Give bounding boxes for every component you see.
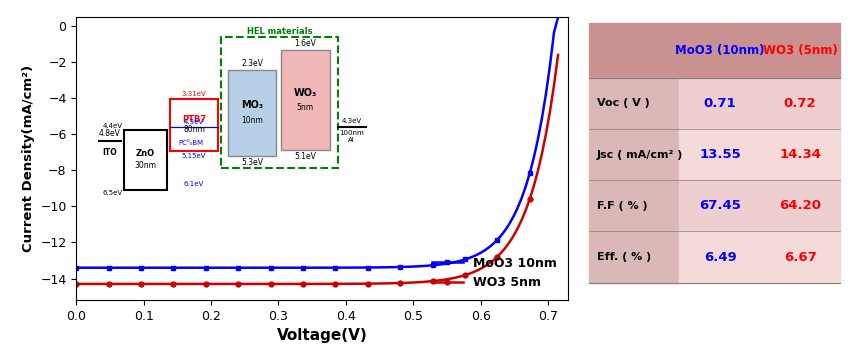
MoO3 10nm — [71, 266, 81, 270]
MoO3 10nm — [172, 266, 182, 270]
Bar — [679, 129, 840, 180]
Y-axis label: Current Density(mA/cm²): Current Density(mA/cm²) — [22, 65, 35, 252]
Text: 13.55: 13.55 — [700, 148, 741, 161]
Bar — [589, 129, 679, 180]
Text: ZnO: ZnO — [136, 149, 155, 158]
Text: 10nm: 10nm — [241, 116, 263, 125]
MoO3 10nm — [553, 15, 563, 19]
X-axis label: Voltage(V): Voltage(V) — [276, 328, 368, 343]
Line: MoO3 10nm: MoO3 10nm — [74, 15, 561, 270]
Text: PC⁰₀BM: PC⁰₀BM — [178, 140, 204, 146]
Text: MoO3 (10nm): MoO3 (10nm) — [675, 44, 765, 57]
MoO3 10nm — [452, 259, 462, 264]
WO3 5nm — [201, 282, 211, 286]
Text: 100nm
Al: 100nm Al — [339, 130, 364, 144]
Bar — [589, 23, 840, 78]
MoO3 10nm — [403, 265, 413, 269]
Bar — [679, 180, 840, 231]
Text: 6.67: 6.67 — [784, 250, 817, 264]
Text: 30nm: 30nm — [134, 161, 156, 170]
Text: Jsc ( mA/cm² ): Jsc ( mA/cm² ) — [597, 150, 683, 160]
Text: PTB7: PTB7 — [182, 115, 206, 124]
WO3 5nm — [71, 282, 81, 286]
Text: ITO: ITO — [103, 148, 117, 157]
Bar — [679, 231, 840, 283]
Text: 4.3eV: 4.3eV — [342, 118, 362, 124]
Bar — [589, 78, 679, 129]
WO3 5nm — [172, 282, 182, 286]
WO3 5nm — [537, 152, 547, 156]
Text: 5nm: 5nm — [297, 103, 314, 112]
Bar — [170, 99, 218, 151]
Text: 6.5eV: 6.5eV — [103, 190, 123, 196]
Text: 5.15eV: 5.15eV — [181, 153, 206, 159]
Bar — [221, 37, 338, 168]
Text: MO₃: MO₃ — [241, 100, 263, 110]
Bar — [228, 70, 276, 156]
Text: Eff. ( % ): Eff. ( % ) — [597, 252, 651, 262]
WO3 5nm — [553, 53, 563, 57]
Bar — [589, 231, 679, 283]
Text: Voc ( V ): Voc ( V ) — [597, 98, 650, 108]
Text: 2.3eV: 2.3eV — [241, 59, 263, 68]
Text: 3.31eV: 3.31eV — [181, 91, 206, 97]
Text: WO₃: WO₃ — [293, 88, 317, 98]
Text: 64.20: 64.20 — [779, 199, 821, 213]
Bar — [589, 180, 679, 231]
Text: 6.49: 6.49 — [704, 250, 736, 264]
Text: 5.1eV: 5.1eV — [294, 152, 316, 161]
Bar — [679, 78, 840, 129]
Text: 0.71: 0.71 — [704, 97, 736, 110]
MoO3 10nm — [537, 117, 547, 121]
Text: 67.45: 67.45 — [699, 199, 741, 213]
WO3 5nm — [338, 282, 349, 286]
WO3 5nm — [403, 281, 413, 285]
Legend: MoO3 10nm, WO3 5nm: MoO3 10nm, WO3 5nm — [427, 252, 562, 294]
Text: WO3 (5nm): WO3 (5nm) — [762, 44, 838, 57]
Text: 4.4eV: 4.4eV — [103, 123, 123, 129]
Text: 0.72: 0.72 — [784, 97, 817, 110]
Bar — [281, 50, 330, 150]
Text: HEL materials: HEL materials — [247, 27, 312, 36]
Text: 4.8eV: 4.8eV — [99, 129, 121, 138]
MoO3 10nm — [201, 266, 211, 270]
Text: F.F ( % ): F.F ( % ) — [597, 201, 648, 211]
WO3 5nm — [452, 275, 462, 279]
Text: 14.34: 14.34 — [779, 148, 821, 161]
MoO3 10nm — [338, 266, 349, 270]
Text: 1.6eV: 1.6eV — [294, 39, 316, 48]
Text: 6.1eV: 6.1eV — [184, 181, 204, 187]
Text: 5.3eV: 5.3eV — [241, 158, 263, 167]
Text: 4.3eV: 4.3eV — [184, 119, 204, 125]
Bar — [124, 130, 166, 190]
Text: 80nm: 80nm — [183, 125, 205, 134]
Line: WO3 5nm: WO3 5nm — [74, 52, 561, 286]
